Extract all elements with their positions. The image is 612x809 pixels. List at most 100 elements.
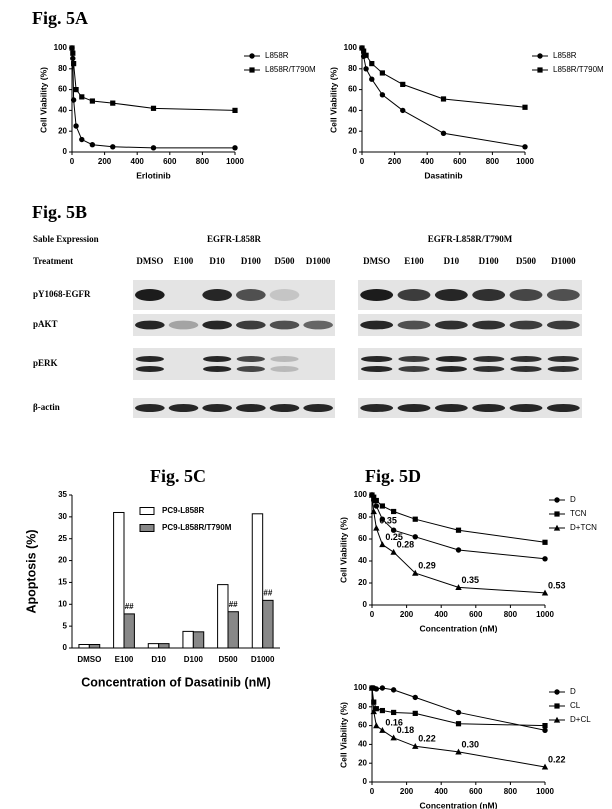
- blot-band: [472, 366, 505, 372]
- blot-band: [509, 404, 543, 412]
- x-tick-label: 400: [421, 157, 435, 166]
- legend-label: L858R: [553, 51, 577, 60]
- marker: [455, 584, 462, 590]
- marker: [79, 136, 85, 143]
- x-tick-label: 0: [70, 157, 75, 166]
- blot-band: [472, 404, 506, 412]
- blot-band: [202, 320, 232, 330]
- marker: [232, 107, 238, 113]
- marker: [455, 721, 462, 727]
- y-tick-label: 20: [358, 758, 367, 767]
- point-label: 0.22: [548, 754, 566, 764]
- marker: [440, 130, 447, 136]
- y-axis-title: Cell Viability (%): [338, 517, 348, 583]
- lane-label: D1000: [306, 256, 331, 266]
- blot-row-label: pY1068-EGFR: [33, 289, 91, 299]
- legend-label: D+CL: [570, 715, 591, 724]
- marker: [89, 142, 96, 148]
- y-tick-label: 100: [354, 683, 368, 692]
- marker: [522, 144, 528, 150]
- blot-band: [435, 366, 468, 372]
- blot-band: [202, 289, 232, 301]
- blot-band: [434, 404, 468, 412]
- blot-row-label: pAKT: [33, 319, 58, 329]
- marker: [390, 687, 397, 693]
- marker: [73, 87, 79, 93]
- blot-header: Sable Expression: [33, 234, 99, 244]
- y-tick-label: 20: [58, 126, 67, 135]
- marker: [368, 491, 376, 498]
- legend-label: PC9-L858R/T790M: [162, 523, 232, 532]
- y-tick-label: 15: [58, 578, 67, 587]
- y-tick-label: 0: [63, 643, 68, 652]
- marker: [373, 524, 380, 531]
- y-tick-label: 0: [363, 600, 368, 609]
- marker: [232, 145, 238, 151]
- blot-band: [135, 356, 164, 362]
- bar: [158, 643, 170, 649]
- marker: [391, 508, 397, 515]
- blot-band: [435, 356, 468, 362]
- x-tick-label: 200: [388, 157, 402, 166]
- blot-band: [303, 320, 333, 330]
- blot-band: [360, 404, 394, 412]
- blot-band: [509, 289, 543, 301]
- blot-band: [472, 320, 506, 330]
- legend-label: L858R/T790M: [265, 65, 316, 74]
- x-tick-label: 1000: [536, 610, 554, 619]
- marker: [373, 497, 379, 504]
- x-tick-label: 1000: [226, 157, 244, 166]
- marker: [379, 92, 386, 98]
- blot-band: [360, 320, 394, 330]
- marker: [70, 50, 76, 56]
- bar: [113, 511, 125, 649]
- bar-label: ##: [229, 600, 238, 609]
- panel-label: Fig. 5A: [32, 8, 88, 28]
- blot-band: [269, 320, 300, 330]
- y-tick-label: 40: [358, 740, 367, 749]
- marker: [379, 707, 385, 714]
- bar-label: ##: [263, 588, 272, 597]
- blot-band: [510, 356, 542, 362]
- marker: [379, 541, 386, 548]
- blot-band: [398, 356, 430, 362]
- marker: [363, 52, 369, 58]
- blot-band: [270, 366, 299, 372]
- marker: [537, 53, 543, 59]
- lane-label: D500: [516, 256, 536, 266]
- y-tick-label: 100: [354, 490, 368, 499]
- blot-band: [360, 356, 393, 362]
- marker: [379, 727, 386, 733]
- marker: [455, 748, 462, 755]
- point-label: 0.16: [385, 718, 403, 728]
- marker: [373, 722, 380, 729]
- legend-label: D: [570, 495, 576, 504]
- legend-label: CL: [570, 701, 581, 710]
- y-tick-label: 80: [348, 64, 357, 73]
- marker: [455, 547, 462, 553]
- x-tick-label: 0: [360, 157, 365, 166]
- legend-swatch: [139, 524, 155, 532]
- blot-band: [135, 404, 165, 412]
- point-label: 0.35: [379, 515, 397, 525]
- blot-band: [270, 356, 299, 362]
- blot-band: [360, 366, 393, 372]
- y-tick-label: 20: [348, 126, 357, 135]
- blot-strip: [133, 280, 335, 310]
- y-tick-label: 60: [358, 721, 367, 730]
- lane-label: D10: [444, 256, 460, 266]
- x-tick-label: 600: [453, 157, 467, 166]
- legend-swatch: [139, 507, 155, 515]
- lane-label: D100: [241, 256, 261, 266]
- marker: [554, 511, 560, 517]
- blot-band: [269, 289, 300, 301]
- bar: [251, 513, 264, 649]
- marker: [373, 706, 379, 712]
- blot-band: [472, 356, 505, 362]
- marker: [89, 98, 95, 104]
- x-axis-title: Dasatinib: [424, 170, 462, 180]
- x-axis-title: Concentration of Dasatinib (nM): [81, 675, 271, 689]
- bar: [262, 599, 274, 649]
- marker: [542, 556, 548, 562]
